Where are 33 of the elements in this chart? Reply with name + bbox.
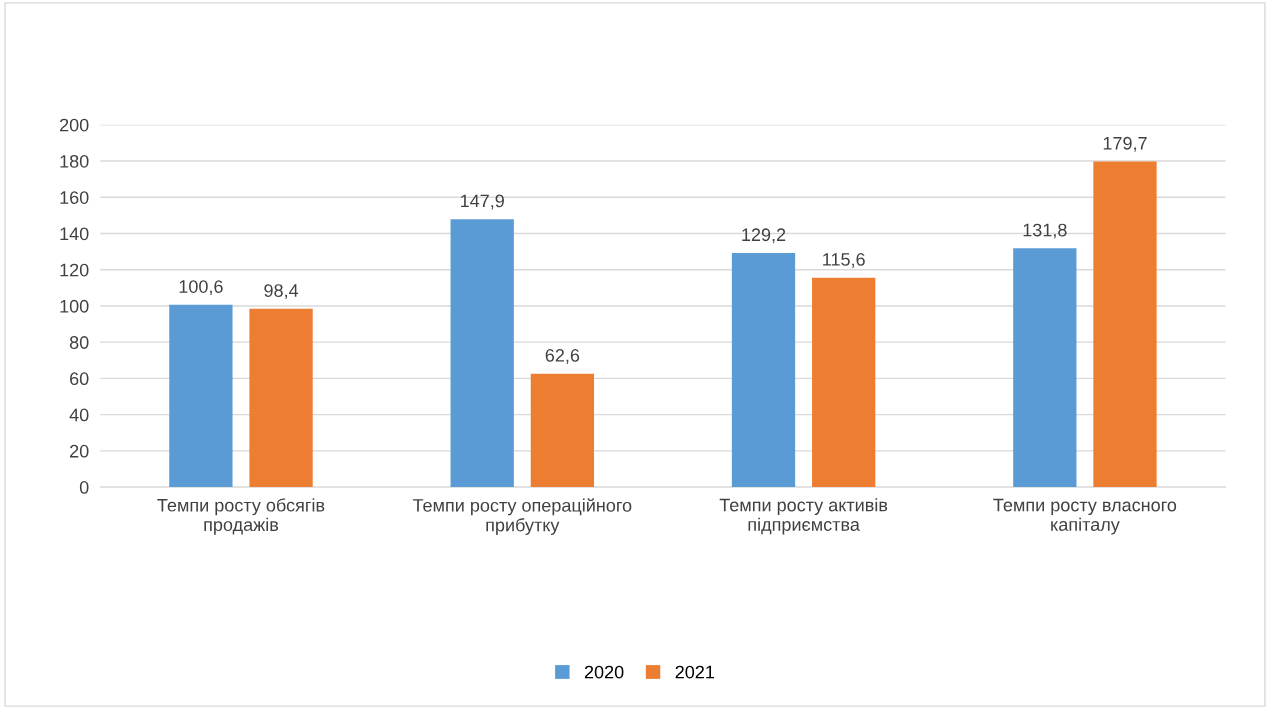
y-tick-label: 40: [69, 408, 89, 422]
x-tick-label: Темпи росту власного капіталу: [993, 498, 1177, 535]
y-tick-label: 180: [60, 154, 89, 168]
y-tick-label: 100: [60, 299, 89, 313]
y-tick-label: 200: [60, 118, 89, 132]
bar: [812, 277, 876, 488]
x-tick-label: Темпи росту активів підприємства: [719, 498, 888, 535]
data-label: 131,8: [1023, 223, 1067, 239]
y-tick-label: 20: [70, 444, 89, 458]
y-tick-label: 80: [69, 336, 89, 349]
bar: [731, 253, 796, 488]
legend-label: 2020: [584, 665, 624, 679]
data-label: 62,6: [545, 349, 580, 364]
x-tick-label: Темпи росту операційного прибутку: [412, 498, 632, 535]
bar: [530, 373, 595, 488]
data-label: 129,2: [742, 228, 786, 244]
legend-label: 2021: [675, 665, 715, 679]
data-label: 98,4: [264, 284, 299, 300]
data-label: 100,6: [179, 280, 223, 296]
bar: [1093, 161, 1157, 488]
data-label: 115,6: [823, 252, 865, 268]
y-tick-label: 160: [60, 191, 89, 204]
bar: [450, 219, 514, 488]
y-tick-label: 120: [60, 263, 89, 277]
bar: [1013, 248, 1077, 488]
x-tick-label: Темпи росту обсягів продажів: [157, 498, 325, 535]
y-tick-label: 140: [60, 227, 89, 241]
bar: [249, 308, 313, 488]
data-label: 147,9: [460, 194, 504, 210]
y-tick-label: 60: [70, 372, 89, 386]
data-label: 179,7: [1103, 136, 1147, 152]
y-tick-label: 0: [79, 481, 89, 494]
bar: [169, 304, 233, 488]
